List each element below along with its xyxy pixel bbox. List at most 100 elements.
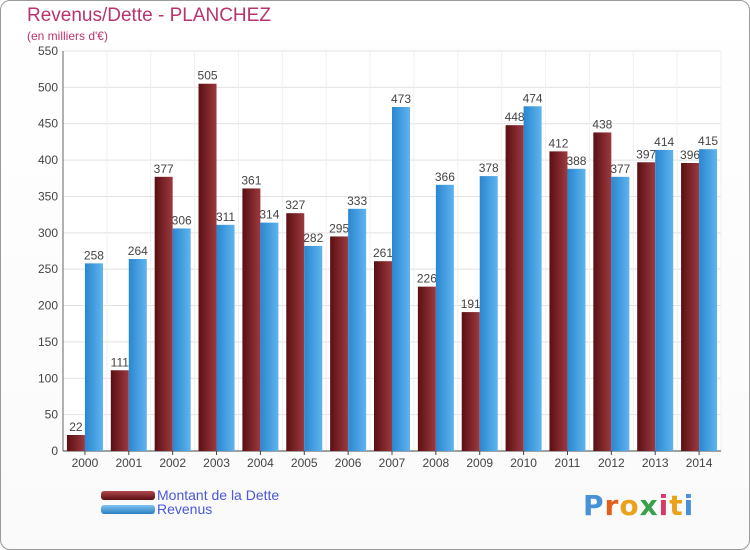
legend-item-dette: Montant de la Dette (101, 487, 279, 503)
data-label: 377 (154, 162, 174, 176)
data-label: 295 (329, 221, 349, 235)
bar-dette (330, 236, 349, 451)
chart-title: Revenus/Dette - PLANCHEZ (27, 5, 271, 26)
bar-revenus (84, 263, 103, 451)
data-label: 438 (592, 117, 612, 131)
data-label: 306 (172, 213, 192, 227)
bar-dette (374, 261, 392, 451)
data-label: 264 (128, 244, 148, 258)
x-tick-label: 2008 (423, 456, 450, 470)
x-tick-label: 2013 (642, 456, 669, 470)
x-tick-label: 2014 (686, 456, 713, 470)
x-tick-label: 2006 (335, 456, 362, 470)
data-label: 327 (285, 198, 305, 212)
y-tick-label: 100 (38, 371, 58, 385)
data-label: 388 (566, 154, 586, 168)
data-label: 111 (111, 355, 130, 369)
data-label: 474 (523, 91, 543, 105)
data-label: 22 (69, 420, 83, 434)
bar-dette (505, 125, 524, 451)
data-label: 448 (505, 110, 525, 124)
data-label: 261 (373, 246, 393, 260)
bar-dette (417, 286, 436, 451)
y-tick-label: 0 (51, 444, 58, 458)
bar-revenus (392, 107, 410, 451)
x-tick-label: 2004 (247, 456, 274, 470)
proxiti-logo: Proxiti (583, 489, 694, 522)
y-tick-label: 400 (38, 153, 58, 167)
data-label: 314 (259, 208, 279, 222)
bar-revenus (304, 245, 323, 451)
logo-letter: i (658, 489, 670, 522)
bar-dette (66, 435, 85, 451)
y-tick-label: 250 (38, 262, 58, 276)
bar-revenus (699, 149, 718, 451)
bar-dette (549, 151, 568, 451)
x-tick-label: 2010 (510, 456, 537, 470)
bar-dette (286, 213, 305, 451)
y-tick-label: 550 (38, 44, 58, 58)
bar-dette (110, 370, 129, 451)
legend-item-revenus: Revenus (101, 501, 212, 517)
data-label: 377 (610, 162, 630, 176)
y-tick-label: 150 (38, 335, 58, 349)
y-tick-label: 500 (38, 80, 58, 94)
logo-letter: o (619, 489, 640, 522)
bar-dette (198, 83, 217, 452)
data-label: 378 (479, 161, 499, 175)
x-tick-label: 2003 (203, 456, 230, 470)
y-tick-label: 450 (38, 117, 58, 131)
x-tick-label: 2002 (159, 456, 186, 470)
bar-revenus (172, 228, 191, 451)
bar-revenus (611, 176, 630, 451)
y-tick-label: 350 (38, 189, 58, 203)
data-label: 282 (303, 231, 323, 245)
y-tick-label: 200 (38, 299, 58, 313)
data-label: 415 (698, 134, 718, 148)
bar-revenus (128, 259, 147, 451)
data-label: 396 (680, 148, 700, 162)
bar-revenus (523, 106, 542, 451)
legend-label-revenus: Revenus (157, 501, 213, 517)
y-tick-label: 50 (45, 408, 59, 422)
logo-letter: t (669, 489, 684, 522)
data-label: 412 (548, 136, 568, 150)
bar-dette (681, 163, 700, 451)
bar-dette (637, 162, 656, 452)
data-label: 258 (84, 248, 104, 262)
data-label: 473 (391, 92, 411, 106)
data-label: 333 (347, 194, 367, 208)
bar-dette (461, 312, 480, 451)
data-label: 361 (241, 173, 261, 187)
logo-letter: r (604, 489, 620, 522)
bar-dette (154, 176, 173, 451)
data-label: 366 (435, 170, 455, 184)
legend-swatch-dette (101, 490, 155, 500)
x-tick-label: 2001 (115, 456, 142, 470)
bar-revenus (435, 184, 454, 451)
bar-revenus (260, 222, 279, 451)
bar-dette (242, 188, 261, 452)
data-label: 414 (654, 135, 674, 149)
data-label: 397 (636, 147, 656, 161)
bar-revenus (216, 224, 235, 451)
x-tick-label: 2000 (72, 456, 99, 470)
bar-revenus (348, 208, 367, 451)
logo-letter: x (639, 489, 659, 522)
data-label: 191 (461, 297, 481, 311)
bar-dette (593, 132, 612, 452)
legend-label-dette: Montant de la Dette (157, 487, 280, 503)
bar-revenus (479, 176, 498, 451)
legend-swatch-revenus (101, 504, 155, 514)
x-tick-label: 2011 (555, 456, 581, 470)
logo-letter: i (683, 489, 695, 522)
bar-revenus (567, 168, 586, 451)
x-tick-label: 2007 (379, 456, 406, 470)
chart-subtitle: (en milliers d'€) (27, 29, 108, 43)
x-tick-label: 2012 (598, 456, 625, 470)
bar-revenus (655, 149, 674, 451)
data-label: 226 (417, 272, 437, 286)
logo-letter: P (583, 489, 605, 522)
